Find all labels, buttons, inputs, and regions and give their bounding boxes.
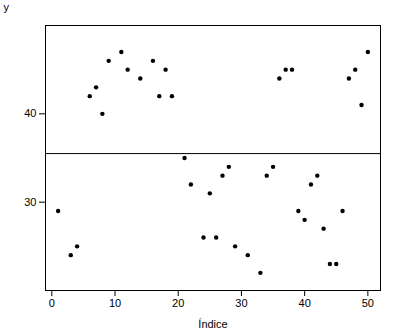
svg-text:0: 0 bbox=[49, 297, 55, 309]
svg-text:20: 20 bbox=[172, 297, 184, 309]
svg-text:y: y bbox=[4, 1, 10, 13]
svg-text:50: 50 bbox=[362, 297, 374, 309]
svg-text:40: 40 bbox=[24, 107, 36, 119]
svg-text:Índice: Índice bbox=[198, 318, 227, 330]
svg-text:40: 40 bbox=[299, 297, 311, 309]
svg-text:30: 30 bbox=[24, 196, 36, 208]
svg-text:30: 30 bbox=[235, 297, 247, 309]
svg-text:10: 10 bbox=[109, 297, 121, 309]
